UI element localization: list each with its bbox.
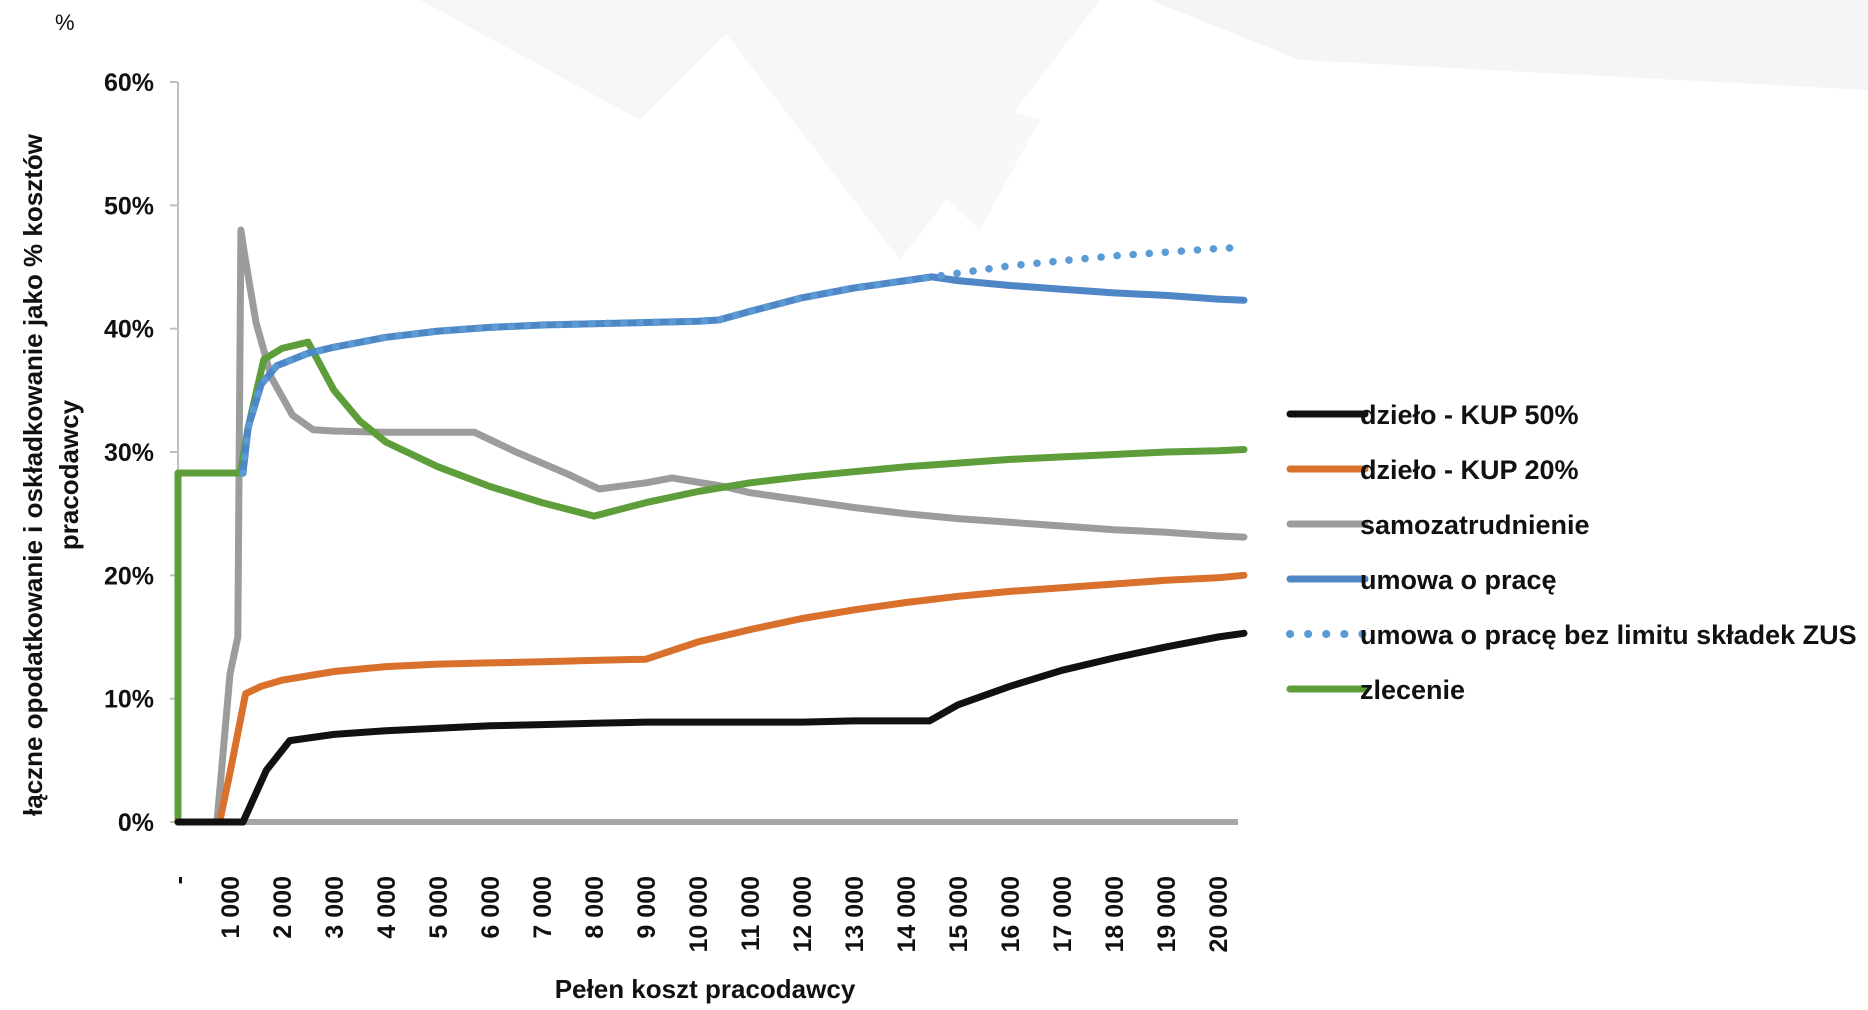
x-tick-label: 20 000 (1205, 876, 1233, 952)
x-tick-label: 7 000 (529, 876, 557, 939)
y-tick-labels: 0% 10% 20% 30% 40% 50% 60% (104, 69, 178, 837)
legend-label: zlecenie (1360, 675, 1465, 705)
x-tick-label: 3 000 (321, 876, 349, 939)
x-tick-label: 9 000 (633, 876, 661, 939)
x-tick-label: 14 000 (893, 876, 921, 952)
x-tick-label: 16 000 (997, 876, 1025, 952)
y-tick-label: 50% (104, 192, 154, 220)
x-tick-label: 18 000 (1101, 876, 1129, 952)
x-tick-label: - (165, 876, 193, 884)
x-tick-labels: - 1 000 2 000 3 000 4 000 5 000 6 000 7 000 8 00… (165, 876, 1233, 952)
x-tick-label: 4 000 (373, 876, 401, 939)
x-axis-title: Pełen koszt pracodawcy (555, 974, 856, 1004)
x-tick-label: 5 000 (425, 876, 453, 939)
series-line-1 (174, 629, 1248, 826)
x-tick-label: 15 000 (945, 876, 973, 952)
x-tick-label: 11 000 (737, 876, 765, 951)
y-axis-title: łączne opodatkowanie i oskładkowanie jak… (18, 133, 84, 816)
y-axis-title-line-1: łączne opodatkowanie i oskładkowanie jak… (18, 133, 48, 816)
x-tick-label: 17 000 (1049, 876, 1077, 952)
series-line-6 (174, 338, 1248, 826)
legend-label: dzieło - KUP 50% (1360, 400, 1579, 430)
x-tick-label: 13 000 (841, 876, 869, 952)
legend: dzieło - KUP 50% dzieło - KUP 20% samozatr… (1286, 400, 1857, 705)
y-tick-label: 40% (104, 316, 154, 344)
series-line-4 (239, 273, 1248, 477)
series-line-3 (174, 226, 1248, 826)
x-tick-label: 1 000 (217, 876, 245, 939)
x-tick-label: 2 000 (269, 876, 297, 939)
legend-label: umowa o pracę (1360, 565, 1557, 595)
background-watermark (420, 0, 1868, 260)
unit-label: % (55, 10, 75, 35)
x-tick-label: 10 000 (685, 876, 713, 952)
x-tick-label: 8 000 (581, 876, 609, 939)
x-tick-label: 12 000 (789, 876, 817, 952)
y-tick-label: 10% (104, 686, 154, 714)
y-tick-label: 30% (104, 439, 154, 467)
legend-label: umowa o pracę bez limitu składek ZUS (1360, 620, 1857, 650)
series-line-2 (174, 571, 1248, 826)
y-tick-label: 0% (118, 809, 154, 837)
y-tick-label: 60% (104, 69, 154, 97)
series-line-5 (239, 243, 1248, 477)
legend-label: samozatrudnienie (1360, 510, 1590, 540)
legend-label: dzieło - KUP 20% (1360, 455, 1579, 485)
plot-area (174, 226, 1248, 826)
axes (177, 82, 1238, 825)
x-tick-label: 19 000 (1153, 876, 1181, 952)
x-tick-label: 6 000 (477, 876, 505, 939)
y-axis-title-line-2: pracodawcy (54, 399, 84, 550)
y-tick-label: 20% (104, 562, 154, 590)
